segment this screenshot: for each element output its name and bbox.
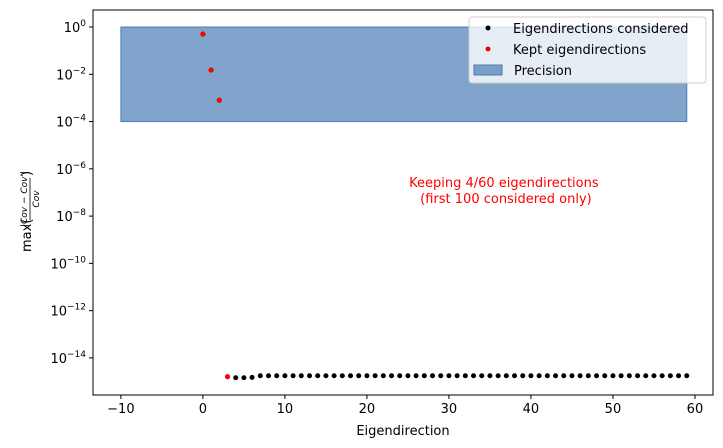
x-tick-label: 10 [277, 402, 294, 417]
y-tick-label: 10−12 [50, 303, 86, 320]
considered-point [528, 373, 534, 379]
considered-point [438, 373, 444, 379]
x-tick-label: 0 [199, 402, 207, 417]
considered-point [553, 373, 559, 379]
y-tick-label: 10−10 [50, 255, 86, 272]
considered-point [643, 373, 649, 379]
considered-point [651, 373, 657, 379]
y-tick-label: 10−4 [56, 114, 86, 131]
considered-point [282, 373, 288, 379]
considered-point [257, 373, 263, 379]
considered-point [249, 374, 255, 380]
legend-label-precision: Precision [514, 64, 572, 79]
x-tick-label: 30 [441, 402, 458, 417]
legend-marker-precision [473, 64, 503, 76]
considered-point [602, 373, 608, 379]
y-label-prefix: max( [20, 219, 35, 252]
considered-point [290, 373, 296, 379]
y-label-suffix: ) [20, 171, 35, 176]
considered-point [446, 373, 452, 379]
kept-point [216, 97, 222, 103]
considered-point [307, 373, 313, 379]
considered-point [454, 373, 460, 379]
legend-marker-kept [485, 46, 491, 52]
considered-point [569, 373, 575, 379]
considered-point [520, 373, 526, 379]
considered-point [635, 373, 641, 379]
y-tick-label: 10−8 [56, 208, 86, 225]
considered-point [266, 373, 272, 379]
y-axis-label: max( |Cov − Cov'| Cov ) [20, 171, 42, 252]
y-label-numerator: |Cov − Cov'| [20, 171, 30, 227]
considered-point [561, 373, 567, 379]
considered-point [405, 373, 411, 379]
considered-point [315, 373, 321, 379]
considered-point [594, 373, 600, 379]
x-tick-label: −10 [107, 402, 134, 417]
axes-frame [92, 9, 714, 396]
considered-point [421, 373, 427, 379]
considered-point [389, 373, 395, 379]
annotation-line-1: Keeping 4/60 eigendirections [409, 176, 599, 191]
legend-marker-considered [485, 25, 491, 31]
considered-point [372, 373, 378, 379]
considered-point [626, 373, 632, 379]
points-layer [200, 31, 690, 381]
x-axis: −10 0 10 20 30 40 50 60 [107, 395, 703, 417]
considered-point [659, 373, 665, 379]
legend-label-considered: Eigendirections considered [513, 22, 688, 37]
y-label-denominator: Cov [32, 190, 42, 208]
annotation: Keeping 4/60 eigendirections (first 100 … [409, 176, 599, 207]
y-tick-label: 10−6 [56, 161, 86, 178]
considered-point [233, 375, 239, 381]
x-tick-label: 60 [687, 402, 704, 417]
considered-point [536, 373, 542, 379]
considered-point [585, 373, 591, 379]
kept-point [200, 31, 206, 37]
legend-label-kept: Kept eigendirections [513, 43, 646, 58]
considered-point [544, 373, 550, 379]
kept-point [208, 67, 214, 73]
considered-point [413, 373, 419, 379]
considered-point [274, 373, 280, 379]
legend: Eigendirections considered Kept eigendir… [468, 16, 707, 84]
considered-point [298, 373, 304, 379]
considered-point [495, 373, 501, 379]
considered-point [487, 373, 493, 379]
considered-point [323, 373, 329, 379]
considered-point [241, 375, 247, 381]
considered-point [512, 373, 518, 379]
considered-point [577, 373, 583, 379]
y-tick-label: 10−2 [56, 66, 86, 83]
considered-point [676, 373, 682, 379]
considered-point [430, 373, 436, 379]
x-tick-label: 40 [523, 402, 540, 417]
considered-point [380, 373, 386, 379]
considered-point [667, 373, 673, 379]
considered-point [503, 373, 509, 379]
x-tick-label: 20 [359, 402, 376, 417]
considered-point [356, 373, 362, 379]
legend-box [468, 16, 707, 84]
considered-point [479, 373, 485, 379]
y-tick-label: 100 [64, 19, 87, 36]
annotation-line-2: (first 100 considered only) [416, 192, 592, 207]
considered-point [462, 373, 468, 379]
kept-point [224, 374, 230, 380]
y-tick-label: 10−14 [50, 350, 86, 367]
considered-point [618, 373, 624, 379]
considered-point [331, 373, 337, 379]
considered-point [397, 373, 403, 379]
considered-point [364, 373, 370, 379]
considered-point [610, 373, 616, 379]
considered-point [339, 373, 345, 379]
considered-point [471, 373, 477, 379]
y-axis: 100 10−2 10−4 10−6 10−8 10−10 10−12 10−14 [50, 19, 93, 367]
considered-point [684, 373, 690, 379]
x-tick-label: 50 [605, 402, 622, 417]
considered-point [348, 373, 354, 379]
x-axis-label: Eigendirection [356, 424, 449, 439]
